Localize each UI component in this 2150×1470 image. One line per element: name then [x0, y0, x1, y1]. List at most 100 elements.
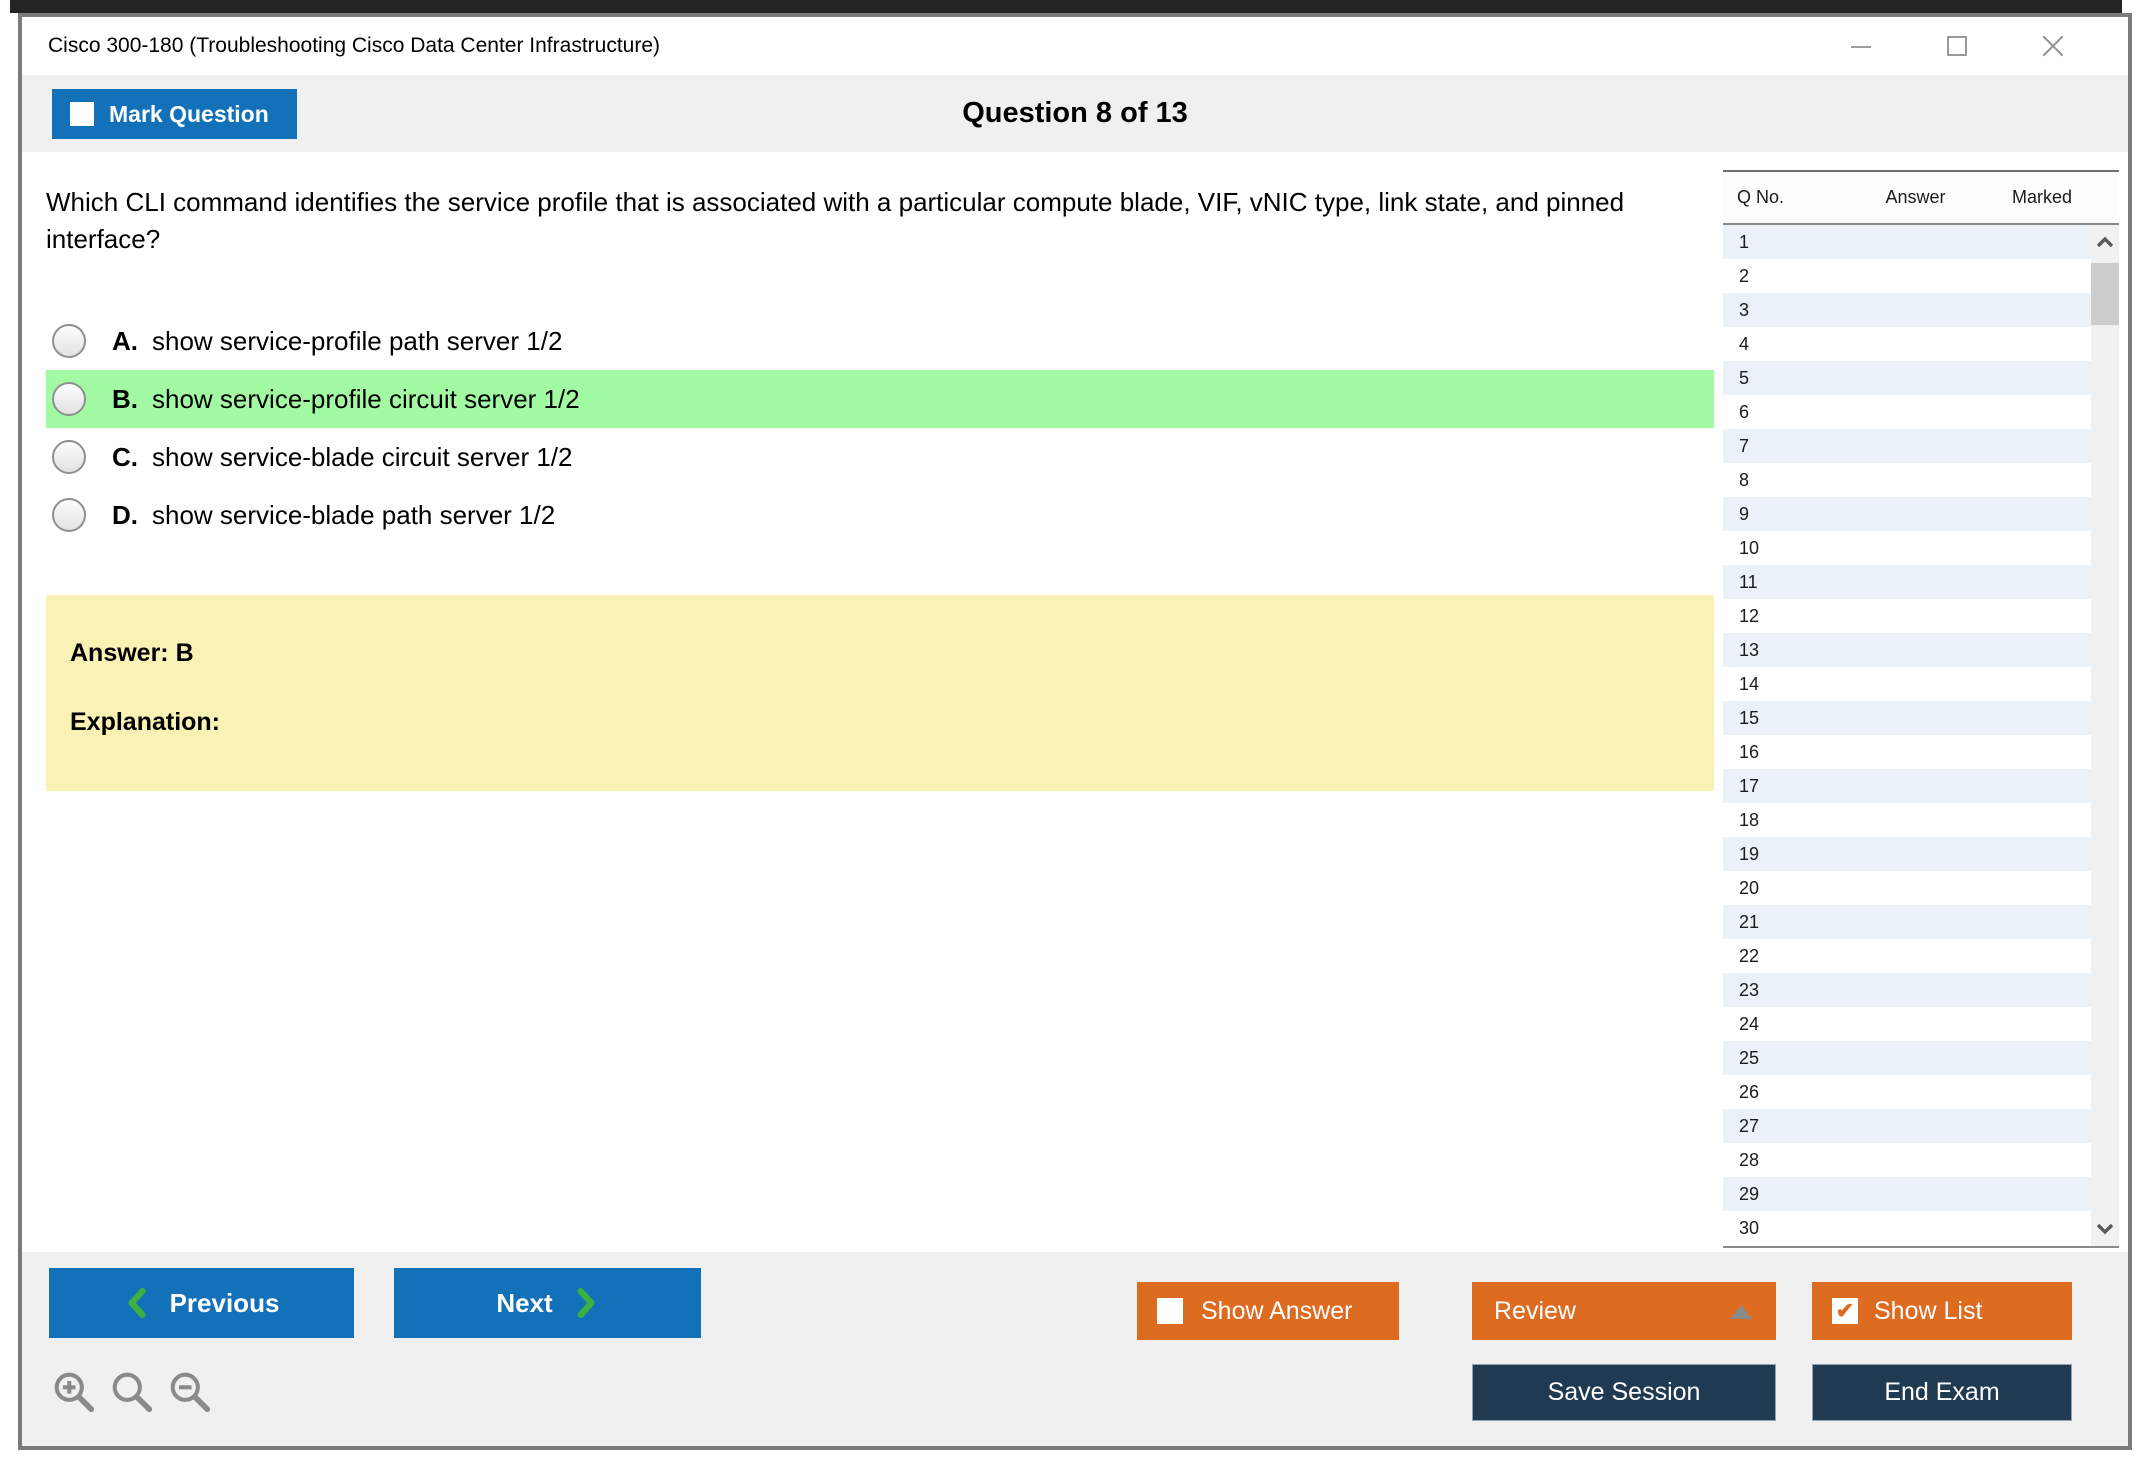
review-button[interactable]: Review: [1472, 1282, 1776, 1340]
mark-question-button[interactable]: Mark Question: [52, 89, 297, 139]
option-row[interactable]: B. show service-profile circuit server 1…: [46, 370, 1714, 428]
previous-button[interactable]: Previous: [49, 1268, 354, 1338]
column-header-marked: Marked: [2011, 187, 2073, 207]
zoom-out-icon[interactable]: [168, 1370, 212, 1414]
triangle-up-icon: [1730, 1305, 1752, 1319]
question-list-row[interactable]: 5: [1723, 361, 2091, 396]
maximize-button[interactable]: [1942, 31, 1972, 61]
show-answer-button[interactable]: Show Answer: [1137, 1282, 1399, 1340]
question-list-header: Q No. Answer Marked: [1723, 172, 2119, 225]
scroll-up-button[interactable]: [2091, 227, 2119, 257]
question-counter: Question 8 of 13: [962, 97, 1188, 129]
cell-qno: 23: [1739, 979, 1760, 1000]
window-controls: [1846, 31, 2068, 61]
magnifier-icon[interactable]: [110, 1370, 154, 1414]
show-list-label: Show List: [1874, 1296, 1983, 1325]
question-list-row[interactable]: 8: [1723, 463, 2091, 497]
question-list-row[interactable]: 12: [1723, 599, 2091, 633]
option-letter: C.: [112, 441, 138, 472]
option-letter: B.: [112, 383, 138, 414]
question-list-row[interactable]: 20: [1723, 871, 2091, 905]
options-list: A. show service-profile path server 1/2 …: [46, 312, 1714, 544]
question-list-row[interactable]: 14: [1723, 667, 2091, 701]
question-list-row[interactable]: 3: [1723, 293, 2091, 328]
question-list-row[interactable]: 29: [1723, 1177, 2091, 1212]
save-session-button[interactable]: Save Session: [1472, 1364, 1776, 1421]
question-list-row[interactable]: 6: [1723, 395, 2091, 429]
cell-qno: 13: [1739, 639, 1760, 660]
cell-qno: 4: [1739, 333, 1750, 354]
header-band: Mark Question Question 8 of 13: [22, 75, 2128, 152]
radio-button-icon[interactable]: [52, 440, 86, 474]
question-list-row[interactable]: 11: [1723, 565, 2091, 600]
explanation-label: Explanation:: [70, 708, 221, 736]
option-text: show service-profile circuit server 1/2: [152, 383, 580, 414]
question-list-panel: Q No. Answer Marked 1 2: [1723, 170, 2119, 1248]
option-letter: D.: [112, 499, 138, 530]
cell-qno: 28: [1739, 1149, 1760, 1170]
review-label: Review: [1494, 1296, 1576, 1325]
question-list-row[interactable]: 21: [1723, 905, 2091, 940]
question-list-row[interactable]: 30: [1723, 1211, 2091, 1245]
question-list-row[interactable]: 13: [1723, 633, 2091, 668]
radio-button-icon[interactable]: [52, 382, 86, 416]
chevron-up-icon: [2096, 236, 2114, 248]
radio-button-icon[interactable]: [52, 498, 86, 532]
question-list-row[interactable]: 10: [1723, 531, 2091, 565]
cell-qno: 10: [1739, 537, 1760, 558]
question-list-row[interactable]: 24: [1723, 1007, 2091, 1041]
question-list-row[interactable]: 25: [1723, 1041, 2091, 1076]
question-list-row[interactable]: 28: [1723, 1143, 2091, 1177]
option-text: show service-blade path server 1/2: [152, 499, 556, 530]
question-list-row[interactable]: 1: [1723, 225, 2091, 260]
question-list-row[interactable]: 4: [1723, 327, 2091, 361]
question-list-row[interactable]: 18: [1723, 803, 2091, 837]
column-header-qno: Q No.: [1737, 187, 1785, 207]
option-letter: A.: [112, 325, 138, 356]
question-list-scrollbar[interactable]: [2091, 225, 2119, 1246]
cell-qno: 3: [1739, 299, 1750, 320]
cell-qno: 7: [1739, 435, 1750, 456]
show-list-button[interactable]: Show List: [1812, 1282, 2072, 1340]
minimize-icon: [1851, 46, 1871, 48]
cell-qno: 25: [1739, 1047, 1760, 1068]
radio-button-icon[interactable]: [52, 324, 86, 358]
cell-qno: 24: [1739, 1013, 1760, 1034]
footer-bar: Previous Next Show Answer Review Show Li…: [22, 1252, 2128, 1446]
question-list-row[interactable]: 16: [1723, 735, 2091, 769]
mark-question-checkbox[interactable]: [70, 102, 94, 126]
question-list-row[interactable]: 19: [1723, 837, 2091, 872]
question-text: Which CLI command identifies the service…: [46, 187, 1625, 254]
exam-window: Cisco 300-180 (Troubleshooting Cisco Dat…: [18, 13, 2132, 1450]
close-button[interactable]: [2038, 31, 2068, 61]
show-answer-label: Show Answer: [1201, 1296, 1353, 1325]
show-answer-checkbox[interactable]: [1157, 1298, 1183, 1324]
mark-question-label: Mark Question: [109, 100, 269, 127]
question-list-row[interactable]: 17: [1723, 769, 2091, 804]
question-list-row[interactable]: 27: [1723, 1109, 2091, 1144]
answer-text: Answer: B: [70, 639, 194, 667]
question-list-row[interactable]: 9: [1723, 497, 2091, 532]
answer-box: Answer: B Explanation:: [46, 595, 1714, 791]
show-list-checkbox[interactable]: [1832, 1298, 1858, 1324]
zoom-in-icon[interactable]: [52, 1370, 96, 1414]
zoom-toolbar: [52, 1370, 212, 1414]
question-list-row[interactable]: 23: [1723, 973, 2091, 1008]
scrollbar-thumb[interactable]: [2091, 263, 2119, 325]
option-row[interactable]: A. show service-profile path server 1/2: [46, 312, 1714, 370]
cell-qno: 16: [1739, 741, 1760, 762]
minimize-button[interactable]: [1846, 31, 1876, 61]
question-list-row[interactable]: 15: [1723, 701, 2091, 736]
option-row[interactable]: D. show service-blade path server 1/2: [46, 486, 1714, 544]
cell-qno: 5: [1739, 367, 1750, 388]
question-list-row[interactable]: 7: [1723, 429, 2091, 464]
cell-qno: 30: [1739, 1217, 1760, 1238]
next-label: Next: [496, 1287, 553, 1318]
question-list-row[interactable]: 22: [1723, 939, 2091, 973]
question-list-row[interactable]: 2: [1723, 259, 2091, 293]
option-row[interactable]: C. show service-blade circuit server 1/2: [46, 428, 1714, 486]
end-exam-button[interactable]: End Exam: [1812, 1364, 2072, 1421]
scroll-down-button[interactable]: [2091, 1214, 2119, 1244]
question-list-row[interactable]: 26: [1723, 1075, 2091, 1109]
next-button[interactable]: Next: [394, 1268, 701, 1338]
